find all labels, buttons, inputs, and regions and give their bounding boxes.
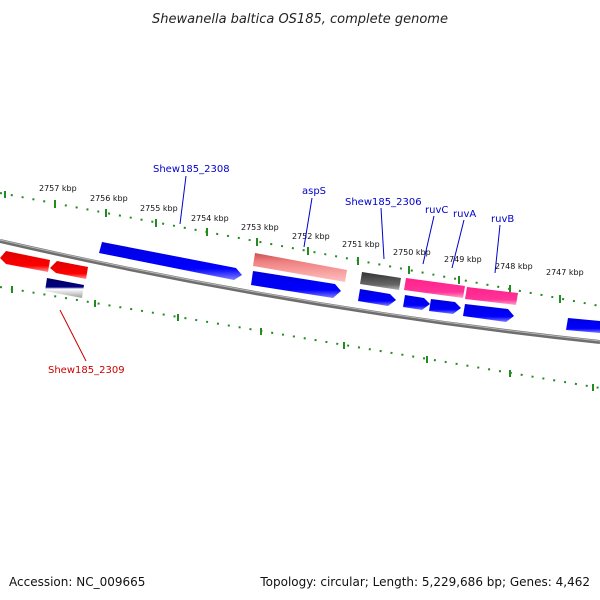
tick-label: 2757 kbp <box>39 184 77 193</box>
tick-label: 2752 kbp <box>292 232 330 241</box>
map-title: Shewanella baltica OS185, complete genom… <box>152 12 448 27</box>
gene-asps[interactable] <box>253 253 347 282</box>
gene-label-ruva[interactable]: ruvA <box>453 209 476 220</box>
gene-forward[interactable] <box>358 289 396 306</box>
tick-label: 2749 kbp <box>444 255 482 264</box>
forward-strand-upper[interactable] <box>99 242 518 305</box>
gene-forward[interactable] <box>403 295 430 310</box>
gene-ruvb[interactable] <box>463 304 514 322</box>
gene-label-shew185-2308[interactable]: Shew185_2308 <box>153 164 230 175</box>
tick-label: 2754 kbp <box>191 214 229 223</box>
gene-label-ruvb[interactable]: ruvB <box>491 214 514 225</box>
gene-shew185-2306[interactable] <box>360 272 401 290</box>
tick-label: 2755 kbp <box>140 204 178 213</box>
gene-forward[interactable] <box>429 299 461 314</box>
tick-label: 2748 kbp <box>495 262 533 271</box>
gene-reverse[interactable] <box>50 261 88 279</box>
genome-backbone <box>0 239 600 344</box>
major-ticks <box>4 191 594 391</box>
tick-labels: 2757 kbp 2756 kbp 2755 kbp 2754 kbp 2753… <box>39 184 584 277</box>
gene-ruvc[interactable] <box>404 278 465 298</box>
reverse-strand[interactable] <box>0 251 88 298</box>
tick-label: 2751 kbp <box>342 240 380 249</box>
gene-label-ruvc[interactable]: ruvC <box>425 205 448 216</box>
gene-forward[interactable] <box>566 318 600 333</box>
tick-label: 2756 kbp <box>90 194 128 203</box>
tick-label: 2747 kbp <box>546 268 584 277</box>
gene-forward[interactable] <box>251 271 341 298</box>
gene-label-asps[interactable]: aspS <box>302 186 326 197</box>
tick-label: 2750 kbp <box>393 248 431 257</box>
label-leaders <box>59 175 501 362</box>
forward-strand-lower[interactable] <box>251 271 600 333</box>
tick-marks <box>0 191 600 391</box>
gene-label-shew185-2306[interactable]: Shew185_2306 <box>345 197 422 208</box>
accession-text: Accession: NC_009665 <box>9 575 145 589</box>
gene-reverse[interactable] <box>0 251 50 272</box>
tick-label: 2753 kbp <box>241 223 279 232</box>
lower-tick-row <box>0 286 600 389</box>
genome-summary-text: Topology: circular; Length: 5,229,686 bp… <box>259 575 590 589</box>
gene-shew185-2308[interactable] <box>99 242 242 280</box>
gene-label-shew185-2309[interactable]: Shew185_2309 <box>48 365 125 376</box>
gene-shew185-2309[interactable] <box>45 278 84 298</box>
gene-labels: Shew185_2308 aspS Shew185_2306 ruvC ruvA… <box>48 164 514 376</box>
gene-ruva[interactable] <box>465 287 518 305</box>
